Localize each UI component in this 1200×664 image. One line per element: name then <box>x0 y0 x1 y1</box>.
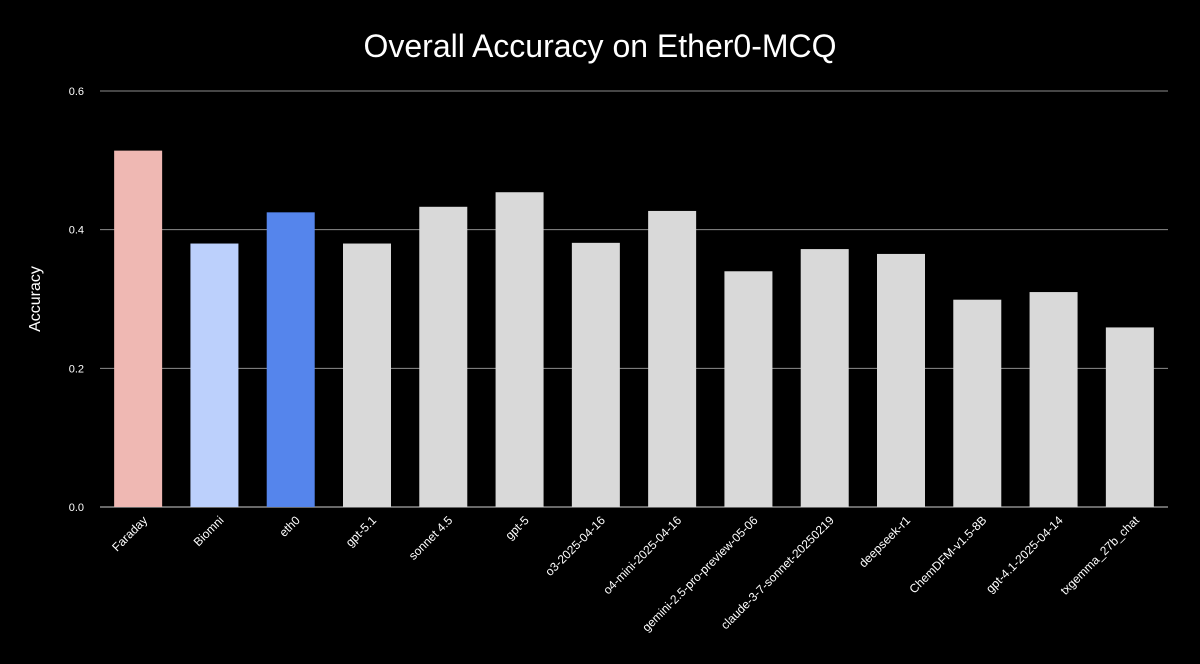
bar <box>877 253 925 507</box>
x-tick-label: gpt-5.1 <box>343 513 380 550</box>
y-tick-label: 0.0 <box>69 502 84 514</box>
bar <box>724 271 773 507</box>
x-tick-label: Faraday <box>109 513 150 554</box>
bar <box>800 249 849 507</box>
bar <box>953 299 1002 507</box>
x-axis-labels: Faraday Biomni eth0 gpt-5.1 sonnet 4.5 gpt-5 o… <box>109 513 1142 635</box>
y-tick-label: 0.4 <box>69 225 84 237</box>
x-tick-label: eth0 <box>276 513 303 540</box>
y-tick-label: 0.6 <box>69 86 84 98</box>
bar <box>266 212 315 508</box>
x-tick-label: o3-2025-04-16 <box>542 513 608 579</box>
x-tick-label: ChemDFM-v1.5-8B <box>906 513 989 596</box>
bar <box>343 243 391 508</box>
chart-title: Overall Accuracy on Ether0-MCQ <box>363 28 837 64</box>
bar <box>571 242 620 507</box>
x-tick-label: gpt-5 <box>502 513 531 542</box>
bar <box>419 206 468 507</box>
bar <box>1105 327 1154 507</box>
bar <box>648 210 697 508</box>
bar <box>1029 292 1078 507</box>
bar <box>190 243 239 508</box>
x-tick-label: deepseek-r1 <box>856 513 913 570</box>
x-tick-label: txgemma_27b_chat <box>1058 513 1143 598</box>
y-axis-ticks: 0.0 0.2 0.4 0.6 <box>69 86 84 514</box>
x-tick-label: o4-mini-2025-04-16 <box>600 513 684 597</box>
bar <box>114 150 163 508</box>
x-tick-label: Biomni <box>191 513 227 549</box>
bars <box>114 150 1154 508</box>
y-axis-title: Accuracy <box>27 266 44 332</box>
x-tick-label: sonnet 4.5 <box>406 513 456 563</box>
bar <box>495 192 544 507</box>
y-tick-label: 0.2 <box>69 363 84 375</box>
x-tick-label: gpt-4.1-2025-04-14 <box>983 513 1066 596</box>
gridlines <box>100 90 1168 508</box>
